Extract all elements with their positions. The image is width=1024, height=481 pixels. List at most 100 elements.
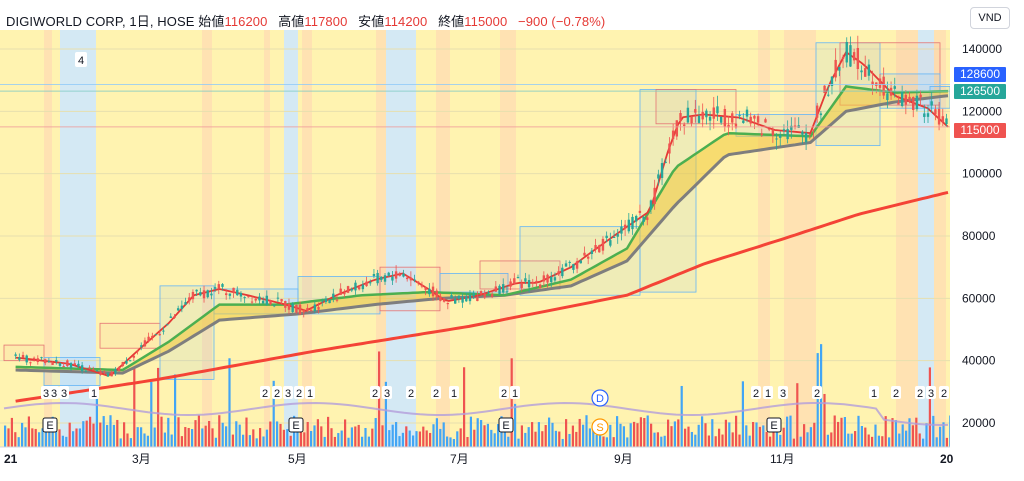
candle-body: [77, 363, 80, 367]
volume-bar: [303, 432, 306, 447]
signal-badge-box: [382, 386, 392, 399]
volume-bar: [106, 424, 109, 447]
volume-bar: [690, 431, 693, 447]
volume-bar: [687, 426, 690, 447]
volume-bar: [735, 415, 738, 447]
candle-body: [398, 274, 401, 276]
volume-bar: [605, 437, 608, 447]
volume-bar: [497, 424, 500, 447]
candle-body: [708, 116, 712, 121]
volume-bar: [813, 422, 816, 447]
volume-bar: [765, 431, 768, 447]
close-line: [15, 50, 949, 377]
volume-bar: [143, 433, 146, 447]
candle-body: [550, 276, 553, 283]
candle-body: [176, 308, 180, 311]
candle-body: [808, 133, 812, 135]
x-tick-label: 9月: [614, 452, 633, 466]
volume-bar: [490, 429, 493, 447]
volume-bar: [854, 431, 857, 447]
candle-body: [376, 272, 379, 284]
volume-bar: [578, 418, 581, 447]
x-tick-label: 3月: [132, 452, 151, 466]
signal-badge: 3: [382, 386, 392, 400]
candle-body: [417, 281, 420, 283]
candle-body: [801, 131, 804, 135]
candle-body: [143, 340, 147, 347]
volume-bar: [340, 430, 343, 447]
candle-body: [213, 287, 217, 289]
candle-body: [701, 111, 704, 120]
volume-bar: [99, 422, 102, 447]
candle-body: [886, 93, 889, 100]
candle-body: [786, 129, 789, 140]
candle-body: [586, 256, 590, 259]
split-badge-circle: [591, 418, 609, 436]
volume-bar: [194, 420, 197, 447]
candle-body: [860, 70, 863, 73]
candle-body: [317, 307, 320, 310]
volume-bar: [582, 424, 585, 447]
y-tick-label: 120000: [962, 104, 1002, 118]
volume-bar: [129, 438, 132, 447]
candle-body: [882, 76, 885, 96]
volume-bar: [218, 415, 221, 447]
candle-body: [269, 300, 272, 305]
session-band: [264, 30, 270, 447]
candle-body: [904, 94, 908, 105]
candle-body: [346, 286, 350, 293]
candle-body: [313, 304, 317, 311]
volume-bar: [231, 434, 234, 447]
volume-bar: [14, 432, 17, 447]
signal-badge-box: [510, 386, 520, 399]
volume-bar: [840, 417, 843, 447]
candle-body: [21, 354, 25, 358]
volume-bar: [911, 425, 914, 447]
candle-body: [446, 303, 450, 305]
volume-bar: [384, 381, 387, 447]
volume-bar: [119, 438, 122, 447]
candle-body: [394, 271, 398, 279]
volume-bar: [541, 431, 544, 447]
close-value: 115000: [464, 14, 508, 29]
low-label: 安値: [358, 14, 385, 29]
candle-body: [719, 116, 723, 123]
volume-bar: [860, 425, 863, 447]
candle-body: [601, 238, 605, 251]
volume-bar: [867, 434, 870, 447]
currency-unit-button[interactable]: VND: [970, 7, 1010, 29]
candle-body: [483, 293, 486, 298]
candle-body: [380, 276, 383, 280]
volume-bar: [636, 423, 639, 447]
signal-badge-box: [406, 386, 416, 399]
candle-body: [553, 277, 557, 281]
volume-bar: [928, 367, 931, 447]
candle-body: [657, 174, 660, 179]
chart-legend: DIGIWORLD CORP, 1日, HOSE 始値116200 高値1178…: [6, 11, 612, 30]
candle-body: [306, 307, 309, 311]
volume-bar: [684, 428, 687, 447]
candle-body: [66, 360, 69, 367]
volume-bar: [381, 425, 384, 447]
volume-bar: [140, 427, 143, 447]
candle-body: [790, 125, 793, 130]
candle-body: [36, 358, 40, 362]
volume-bar: [299, 424, 302, 447]
ma200-line: [15, 190, 949, 403]
candle-body: [117, 367, 121, 371]
volume-bar: [704, 423, 707, 447]
volume-bar: [616, 416, 619, 447]
volume-bar: [561, 438, 564, 447]
earnings-badge-box: [498, 417, 514, 433]
volume-bar: [588, 428, 591, 447]
volume-bar: [204, 425, 207, 447]
volume-bar: [398, 436, 401, 447]
candle-body: [767, 128, 771, 130]
candle-body: [871, 81, 874, 86]
volume-bar: [24, 427, 27, 447]
candle-body: [121, 361, 124, 367]
candle-body: [490, 294, 494, 297]
volume-bar: [650, 423, 653, 447]
